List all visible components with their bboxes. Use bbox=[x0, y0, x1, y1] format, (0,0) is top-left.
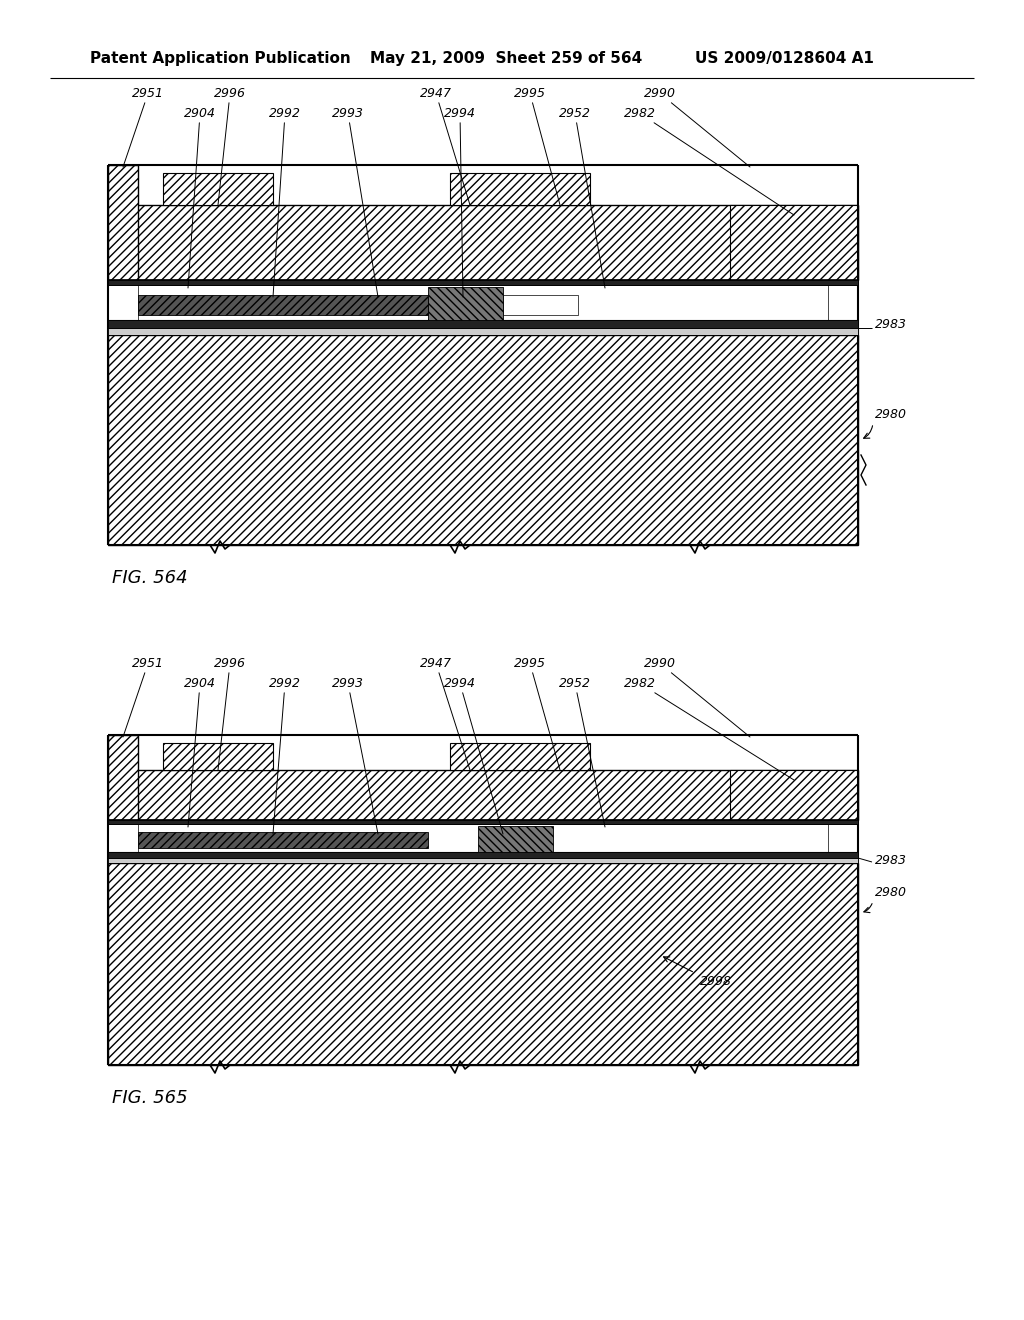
Bar bbox=[450, 743, 590, 770]
Bar bbox=[138, 294, 428, 315]
Bar bbox=[138, 824, 828, 851]
Text: 2951: 2951 bbox=[123, 87, 164, 168]
Text: 2983: 2983 bbox=[874, 318, 907, 330]
Text: 2980: 2980 bbox=[874, 887, 907, 899]
Bar bbox=[138, 285, 828, 319]
Text: 2904: 2904 bbox=[184, 677, 216, 828]
Text: 2996: 2996 bbox=[214, 657, 246, 770]
Bar bbox=[730, 205, 858, 280]
Text: 2994: 2994 bbox=[444, 677, 503, 834]
Text: 2952: 2952 bbox=[559, 107, 605, 288]
Text: 2952: 2952 bbox=[559, 677, 605, 828]
Bar bbox=[108, 851, 858, 858]
Bar bbox=[108, 327, 858, 335]
Bar bbox=[730, 770, 858, 820]
Text: FIG. 565: FIG. 565 bbox=[112, 1089, 187, 1107]
Bar bbox=[163, 743, 273, 770]
Bar bbox=[108, 820, 858, 824]
Bar bbox=[108, 858, 858, 863]
Text: 2994: 2994 bbox=[444, 107, 476, 297]
Text: 2982: 2982 bbox=[624, 107, 794, 215]
Text: 2993: 2993 bbox=[332, 677, 378, 834]
Text: FIG. 564: FIG. 564 bbox=[112, 569, 187, 587]
Text: US 2009/0128604 A1: US 2009/0128604 A1 bbox=[695, 50, 873, 66]
Text: Patent Application Publication: Patent Application Publication bbox=[90, 50, 351, 66]
Bar bbox=[108, 205, 858, 280]
Bar bbox=[163, 173, 273, 205]
Bar bbox=[108, 319, 858, 327]
Bar bbox=[108, 863, 858, 1065]
Bar bbox=[138, 832, 428, 847]
Text: 2992: 2992 bbox=[269, 107, 301, 297]
Text: 2992: 2992 bbox=[269, 677, 301, 834]
Text: May 21, 2009  Sheet 259 of 564: May 21, 2009 Sheet 259 of 564 bbox=[370, 50, 642, 66]
Text: 2998: 2998 bbox=[700, 975, 732, 987]
Bar bbox=[108, 165, 138, 280]
Bar bbox=[478, 826, 553, 851]
Text: 2983: 2983 bbox=[874, 854, 907, 866]
Text: 2995: 2995 bbox=[514, 657, 560, 770]
Bar bbox=[108, 735, 138, 820]
Text: 2990: 2990 bbox=[644, 87, 750, 168]
Bar bbox=[428, 286, 503, 319]
Text: 2990: 2990 bbox=[644, 657, 750, 737]
Bar bbox=[108, 280, 858, 285]
Bar bbox=[503, 294, 578, 315]
Text: 2904: 2904 bbox=[184, 107, 216, 288]
Text: 2993: 2993 bbox=[332, 107, 378, 297]
Text: 2982: 2982 bbox=[624, 677, 794, 780]
Bar bbox=[108, 770, 858, 820]
Text: 2980: 2980 bbox=[874, 408, 907, 421]
Text: 2996: 2996 bbox=[214, 87, 246, 205]
Text: 2947: 2947 bbox=[420, 87, 470, 205]
Text: 2951: 2951 bbox=[123, 657, 164, 737]
Bar bbox=[108, 335, 858, 545]
Bar bbox=[450, 173, 590, 205]
Text: 2995: 2995 bbox=[514, 87, 560, 205]
Text: 2947: 2947 bbox=[420, 657, 470, 770]
